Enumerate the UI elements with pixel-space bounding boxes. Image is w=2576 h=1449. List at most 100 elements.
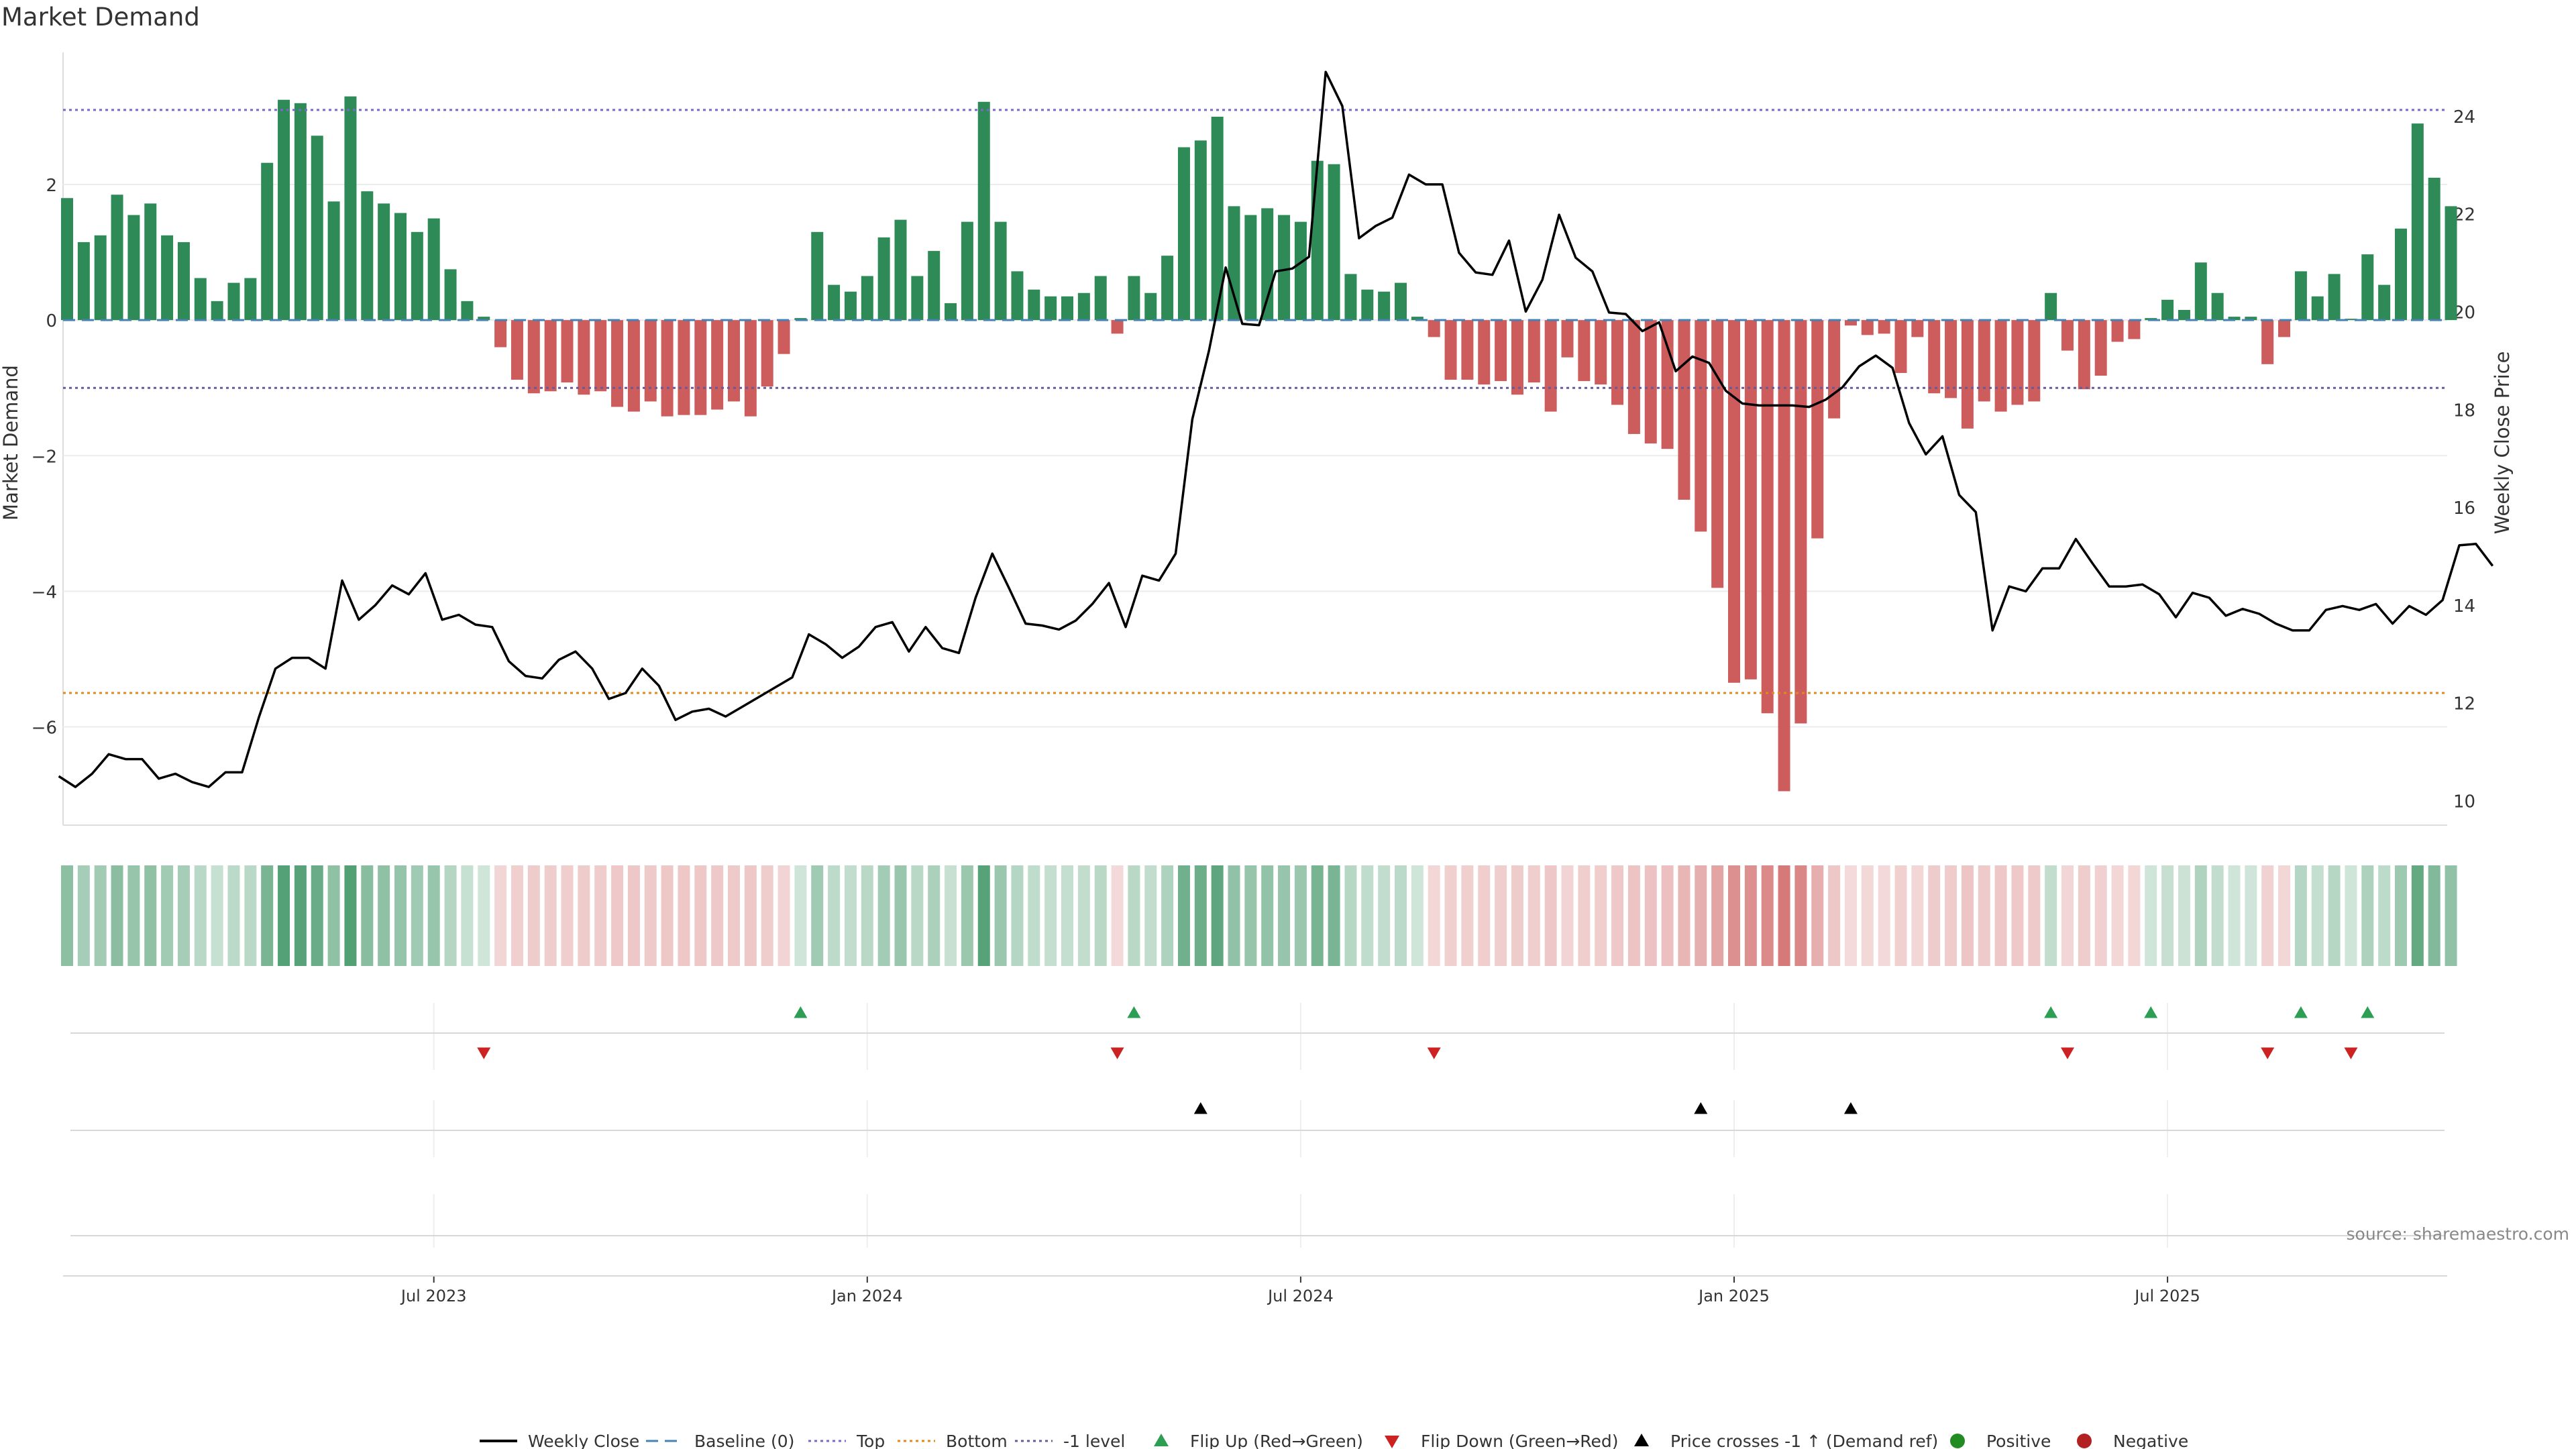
demand-bar-positive xyxy=(945,303,957,321)
demand-bar-positive xyxy=(2445,206,2457,321)
heat-cell xyxy=(945,865,957,966)
heat-cell xyxy=(2078,865,2090,966)
demand-bar-negative xyxy=(494,320,507,347)
demand-bar-negative xyxy=(1495,320,1507,382)
heat-cell xyxy=(294,865,307,966)
heat-cell xyxy=(877,865,890,966)
demand-bar-negative xyxy=(1911,320,1924,337)
heat-cell xyxy=(1994,865,2007,966)
x-tick-label: Jul 2025 xyxy=(2133,1287,2200,1305)
heat-cell xyxy=(144,865,157,966)
demand-bar-positive xyxy=(211,301,223,321)
demand-bar-positive xyxy=(478,317,490,321)
heat-cell xyxy=(977,865,990,966)
heat-cell xyxy=(1311,865,1324,966)
demand-bar-negative xyxy=(1695,320,1707,532)
demand-bar-positive xyxy=(111,195,123,321)
heat-cell xyxy=(1811,865,1824,966)
heat-cell xyxy=(2094,865,2107,966)
demand-bar-positive xyxy=(1344,274,1357,321)
heat-cell xyxy=(1328,865,1340,966)
heat-cell xyxy=(1161,865,1174,966)
demand-bar-positive xyxy=(427,218,440,321)
demand-bar-positive xyxy=(1094,276,1107,321)
flip-up-marker xyxy=(2144,1006,2158,1018)
heat-cell xyxy=(161,865,174,966)
heat-cell xyxy=(1511,865,1523,966)
demand-bar-positive xyxy=(161,235,174,321)
heat-cell xyxy=(627,865,640,966)
heat-cell xyxy=(2278,865,2291,966)
heat-cell xyxy=(2361,865,2374,966)
heat-cell xyxy=(644,865,657,966)
price-cross-marker xyxy=(1843,1102,1858,1114)
heat-cell xyxy=(1611,865,1624,966)
heat-cell xyxy=(1211,865,1224,966)
demand-bar-positive xyxy=(861,276,873,321)
demand-bar-negative xyxy=(694,320,707,415)
demand-bar-negative xyxy=(2128,320,2141,339)
demand-bar-positive xyxy=(994,221,1007,321)
demand-bar-positive xyxy=(2361,254,2374,321)
demand-bar-negative xyxy=(1478,320,1491,385)
demand-bar-negative xyxy=(1578,320,1591,382)
demand-bar-negative xyxy=(777,320,790,354)
heat-cell xyxy=(2228,865,2241,966)
heat-cell xyxy=(2245,865,2257,966)
right-axis-label: Weekly Close Price xyxy=(2491,352,2514,535)
heat-cell xyxy=(1061,865,1073,966)
heat-cell xyxy=(728,865,740,966)
demand-bar-positive xyxy=(77,241,90,321)
demand-bar-negative xyxy=(1661,320,1674,449)
demand-bar-positive xyxy=(2328,274,2341,321)
heat-cell xyxy=(1344,865,1357,966)
demand-bar-positive xyxy=(1128,276,1140,321)
demand-bar-positive xyxy=(911,276,924,321)
heat-cell xyxy=(1144,865,1157,966)
flip-up-marker xyxy=(2294,1006,2308,1018)
heat-cell xyxy=(711,865,724,966)
heat-cell xyxy=(1194,865,1207,966)
heat-cell xyxy=(1928,865,1941,966)
demand-bar-negative xyxy=(1811,320,1824,539)
heat-cell xyxy=(461,865,474,966)
demand-bar-positive xyxy=(794,318,807,321)
demand-bar-positive xyxy=(261,162,274,321)
demand-bar-positive xyxy=(828,284,841,321)
demand-bar-negative xyxy=(1861,320,1874,335)
heat-cell xyxy=(1395,865,1407,966)
demand-bar-negative xyxy=(1461,320,1474,380)
heat-cell xyxy=(1661,865,1674,966)
demand-bar-negative xyxy=(1761,320,1774,714)
heat-cell xyxy=(511,865,523,966)
heat-cell xyxy=(1111,865,1124,966)
heat-cell xyxy=(694,865,707,966)
heat-cell xyxy=(527,865,540,966)
demand-bar-negative xyxy=(578,320,590,395)
demand-bar-positive xyxy=(844,291,857,321)
demand-bar-negative xyxy=(1978,320,1990,402)
heat-cell xyxy=(1744,865,1757,966)
heat-cell xyxy=(2045,865,2057,966)
demand-bar-positive xyxy=(144,203,157,321)
heat-cell xyxy=(361,865,374,966)
demand-bar-positive xyxy=(2345,319,2357,321)
heat-cell xyxy=(1261,865,1274,966)
heat-cell xyxy=(1595,865,1607,966)
legend-label-negative: Negative xyxy=(2113,1432,2188,1449)
demand-bar-positive xyxy=(2411,123,2424,321)
heat-cell xyxy=(1378,865,1391,966)
heat-cell xyxy=(2028,865,2041,966)
demand-bar-positive xyxy=(2145,318,2157,321)
heat-cell xyxy=(494,865,507,966)
right-tick-label: 14 xyxy=(2453,596,2475,616)
demand-bar-positive xyxy=(1144,292,1157,321)
heat-cell xyxy=(578,865,590,966)
demand-bar-negative xyxy=(1644,320,1657,444)
demand-bar-negative xyxy=(2094,320,2107,376)
heat-cell xyxy=(427,865,440,966)
demand-bar-positive xyxy=(2194,262,2207,321)
heat-cell xyxy=(1961,865,1974,966)
heat-cell xyxy=(194,865,207,966)
legend-label-flipup: Flip Up (Red→Green) xyxy=(1190,1432,1363,1449)
